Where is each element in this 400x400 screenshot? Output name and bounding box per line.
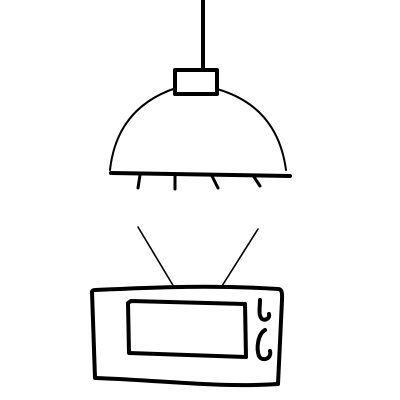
microwave-control-bottom <box>255 328 273 362</box>
light-ray-right <box>221 228 259 287</box>
lamp-bulb-tick-4 <box>252 175 262 188</box>
light-ray-left <box>137 226 175 288</box>
lamp-bulb-tick-3 <box>210 174 220 190</box>
lamp-rim <box>109 171 292 178</box>
lamp-cap <box>173 68 219 96</box>
microwave-icon <box>90 284 285 388</box>
microwave-control-top <box>257 298 272 322</box>
lamp-bulb-tick-1 <box>136 173 142 190</box>
light-rays <box>137 226 259 288</box>
microwave-body <box>90 284 285 388</box>
pendant-lamp-icon <box>109 0 292 191</box>
lamp-shade <box>109 87 287 171</box>
microwave-window <box>126 299 248 359</box>
